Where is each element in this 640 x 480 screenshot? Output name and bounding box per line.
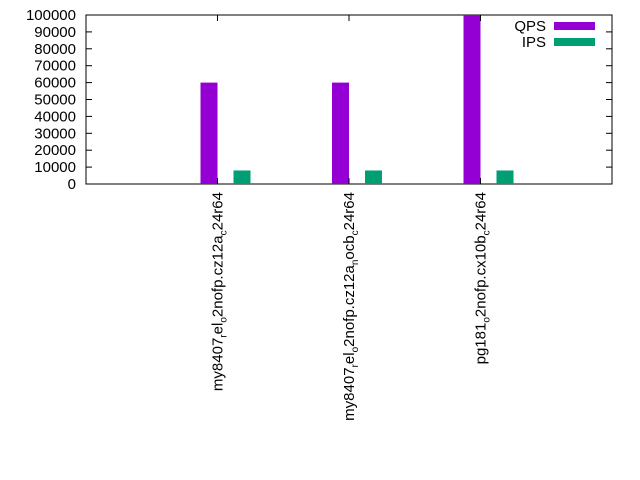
legend-swatch-qps [554, 22, 595, 30]
bar-qps-1 [332, 82, 349, 184]
y-tick-label: 70000 [34, 58, 76, 75]
y-tick-label: 100000 [26, 7, 76, 24]
bar-qps-2 [463, 15, 481, 184]
x-axis-labels: my8407relo2nofp.cz12ac24r64 my8407relo2no… [210, 15, 493, 421]
y-tick-label: 40000 [34, 108, 76, 125]
x-category-label: my8407relo2nofp.cz12anocbc24r64 [341, 192, 361, 421]
y-tick-label: 30000 [34, 125, 76, 142]
y-tick-label: 10000 [34, 159, 76, 176]
bar-ips-0 [233, 170, 251, 184]
y-tick-label: 90000 [34, 24, 76, 41]
bar-ips-2 [496, 170, 514, 184]
legend-label-qps: QPS [514, 18, 546, 35]
y-axis-ticks: 0100002000030000400005000060000700008000… [26, 7, 612, 193]
bar-ips-1 [365, 170, 382, 184]
y-tick-label: 80000 [34, 41, 76, 58]
y-tick-label: 50000 [34, 92, 76, 109]
legend-label-ips: IPS [522, 34, 546, 51]
legend-swatch-ips [554, 38, 595, 46]
x-category-label: pg181o2nofp.cx10bc24r64 [473, 192, 493, 364]
x-category-label: my8407relo2nofp.cz12ac24r64 [210, 192, 230, 391]
bar-qps-0 [200, 82, 218, 184]
y-tick-label: 20000 [34, 142, 76, 159]
y-tick-label: 0 [68, 176, 76, 193]
bars-group [200, 15, 514, 184]
y-tick-label: 60000 [34, 75, 76, 92]
